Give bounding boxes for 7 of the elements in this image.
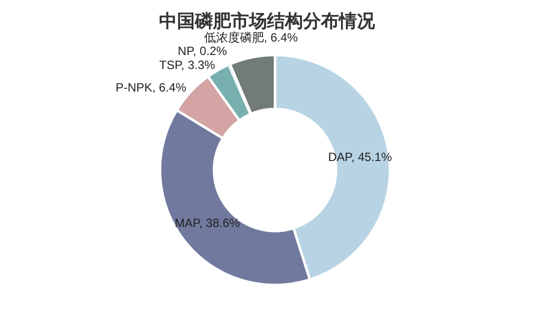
slice-label: 低浓度磷肥, 6.4% — [204, 30, 298, 44]
slice-label: NP, 0.2% — [178, 44, 228, 58]
slice-label: TSP, 3.3% — [159, 58, 216, 72]
chart-title: 中国磷肥市场结构分布情况 — [159, 11, 376, 32]
slice-label: MAP, 38.6% — [174, 216, 240, 230]
slice-label: P-NPK, 6.4% — [116, 80, 187, 95]
slice-label: DAP, 45.1% — [328, 150, 392, 164]
